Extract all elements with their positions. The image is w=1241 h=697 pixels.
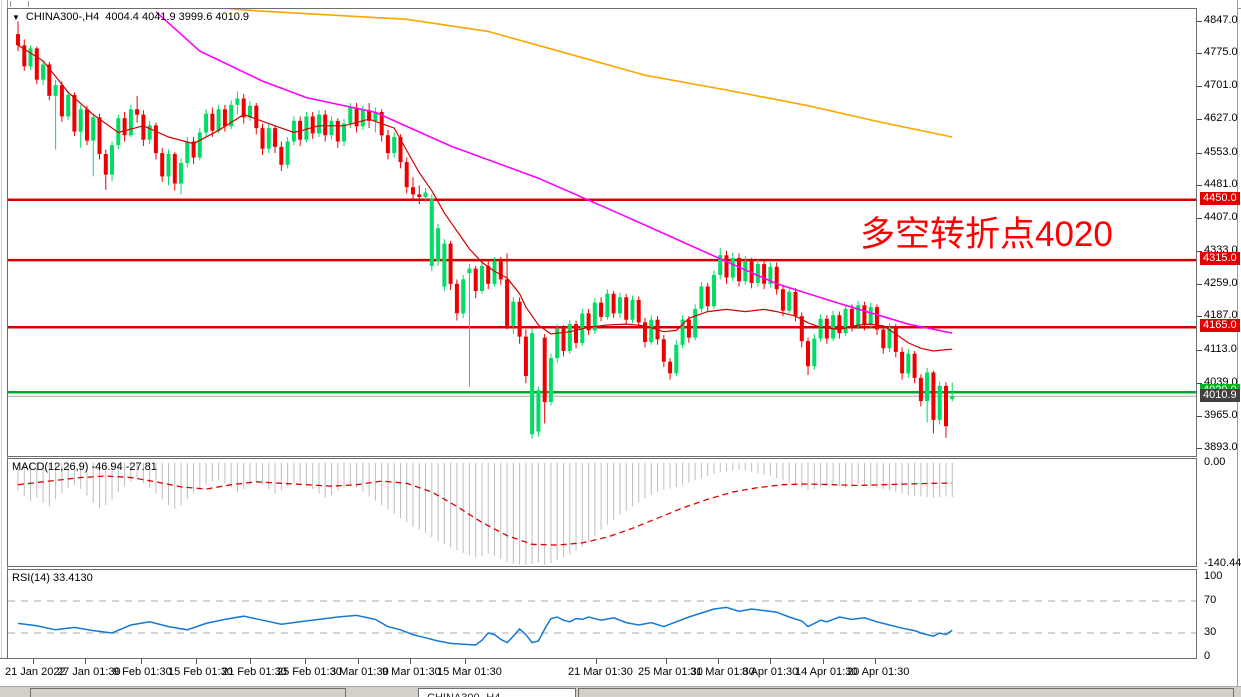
time-tick-label: 14 Apr 01:30 (795, 666, 858, 678)
price-chart-panel[interactable]: ▼ CHINA300-,H4 4004.4 4041.9 3999.6 4010… (7, 8, 1197, 457)
time-tick (465, 659, 466, 664)
chevron-down-icon[interactable]: ▼ (12, 12, 20, 22)
rsi-line (17, 606, 953, 646)
hline-price-badge: 4450.0 (1200, 192, 1240, 205)
chart-tab[interactable] (30, 688, 346, 697)
rsi-tick-label: 0 (1204, 650, 1211, 662)
hline-price-badge: 4165.0 (1200, 319, 1240, 332)
axis-tick (1197, 185, 1202, 186)
price-tick-label: 4113.0 (1204, 343, 1237, 355)
chart-tab-bar[interactable]: CHINA300-,H4 (0, 686, 1241, 697)
price-tick-label: 4701.0 (1204, 79, 1238, 91)
time-tick-label: 15 Feb 01:30 (168, 666, 233, 678)
macd-indicator-panel[interactable]: MACD(12,26,9) -46.94 -27.81 (7, 458, 1197, 567)
time-tick (250, 659, 251, 664)
axis-tick (1197, 153, 1202, 154)
rsi-tick-label: 100 (1204, 570, 1223, 582)
scrollbar-tick (28, 1, 29, 7)
time-tick (85, 659, 86, 664)
chart-tab[interactable] (578, 688, 1234, 697)
time-tick (823, 659, 824, 664)
time-tick (596, 659, 597, 664)
macd-zero-label: 0.00 (1204, 456, 1226, 468)
time-tick (770, 659, 771, 664)
symbol-timeframe-label: CHINA300-,H4 (25, 11, 100, 23)
time-tick (196, 659, 197, 664)
time-tick-label: 15 Mar 01:30 (437, 666, 502, 678)
price-tick-label: 3965.0 (1204, 409, 1238, 421)
window-right-frame (1237, 0, 1238, 697)
chart-tab-active[interactable]: CHINA300-,H4 (418, 688, 576, 697)
rsi-tick-label: 70 (1204, 594, 1217, 606)
price-tick-label: 4627.0 (1204, 112, 1238, 124)
time-tick-label: 25 Feb 01:30 (277, 666, 342, 678)
time-tick-label: 21 Mar 01:30 (568, 666, 633, 678)
axis-tick (1197, 119, 1202, 120)
axis-tick (1197, 383, 1202, 384)
time-tick (358, 659, 359, 664)
time-tick (666, 659, 667, 664)
axis-tick (1197, 251, 1202, 252)
axis-tick (1197, 316, 1202, 317)
time-tick (718, 659, 719, 664)
time-tick (305, 659, 306, 664)
axis-tick (1197, 218, 1202, 219)
axis-tick (1197, 284, 1202, 285)
price-tick-label: 4775.0 (1204, 46, 1238, 58)
chart-header: ▼ CHINA300-,H4 4004.4 4041.9 3999.6 4010… (12, 11, 249, 23)
price-tick-label: 3893.0 (1204, 441, 1238, 453)
price-tick-label: 4847.0 (1204, 14, 1238, 26)
macd-chart[interactable] (8, 459, 1196, 566)
ma-fast-line (17, 44, 953, 352)
time-axis[interactable]: 21 Jan 2022 27 Jan 01:30 9 Feb 01:30 15 Feb… (0, 658, 1197, 687)
axis-tick (1197, 53, 1202, 54)
rsi-chart[interactable] (8, 570, 1196, 658)
time-tick-label: 21 Feb 01:30 (222, 666, 287, 678)
price-axis[interactable]: 4847.0 4775.0 4701.0 4627.0 4553.0 4481.0 4407… (1197, 0, 1241, 697)
time-tick-label: 9 Mar 01:30 (382, 666, 441, 678)
scrollbar-tick (10, 1, 11, 7)
time-tick (141, 659, 142, 664)
axis-tick (1197, 416, 1202, 417)
ohlc-values: 4004.4 4041.9 3999.6 4010.9 (105, 11, 250, 23)
time-tick-label: 25 Mar 01:30 (638, 666, 703, 678)
rsi-label: RSI(14) 33.4130 (12, 572, 93, 584)
axis-tick (1197, 21, 1202, 22)
price-tick-label: 4187.0 (1204, 309, 1238, 321)
axis-tick (1197, 350, 1202, 351)
time-tick-label: 27 Jan 01:30 (57, 666, 121, 678)
chart-text-annotation[interactable]: 多空转折点4020 (860, 215, 1113, 254)
time-tick (410, 659, 411, 664)
price-tick-label: 4407.0 (1204, 211, 1238, 223)
time-tick-label: 3 Mar 01:30 (330, 666, 389, 678)
hline-price-badge: 4315.0 (1200, 252, 1240, 265)
candlestick-chart[interactable] (8, 9, 1196, 456)
macd-min-label: -140.44 (1204, 557, 1241, 569)
current-price-badge: 4010.9 (1200, 389, 1240, 402)
time-tick (33, 659, 34, 664)
time-tick-label: 20 Apr 01:30 (847, 666, 910, 678)
time-tick-label: 8 Apr 01:30 (742, 666, 799, 678)
time-tick-label: 31 Mar 01:30 (690, 666, 755, 678)
ma-mid-line (155, 11, 953, 334)
axis-tick (1197, 448, 1202, 449)
macd-signal-line (17, 475, 953, 546)
ma-slow-line (223, 9, 953, 138)
price-tick-label: 4553.0 (1204, 146, 1238, 158)
time-tick-label: 21 Jan 2022 (5, 666, 66, 678)
price-tick-label: 4259.0 (1204, 277, 1238, 289)
rsi-indicator-panel[interactable]: RSI(14) 33.4130 (7, 569, 1197, 659)
macd-label: MACD(12,26,9) -46.94 -27.81 (12, 461, 157, 473)
axis-tick (1197, 86, 1202, 87)
time-tick (875, 659, 876, 664)
time-tick-label: 9 Feb 01:30 (113, 666, 172, 678)
rsi-tick-label: 30 (1204, 626, 1217, 638)
price-tick-label: 4481.0 (1204, 178, 1238, 190)
